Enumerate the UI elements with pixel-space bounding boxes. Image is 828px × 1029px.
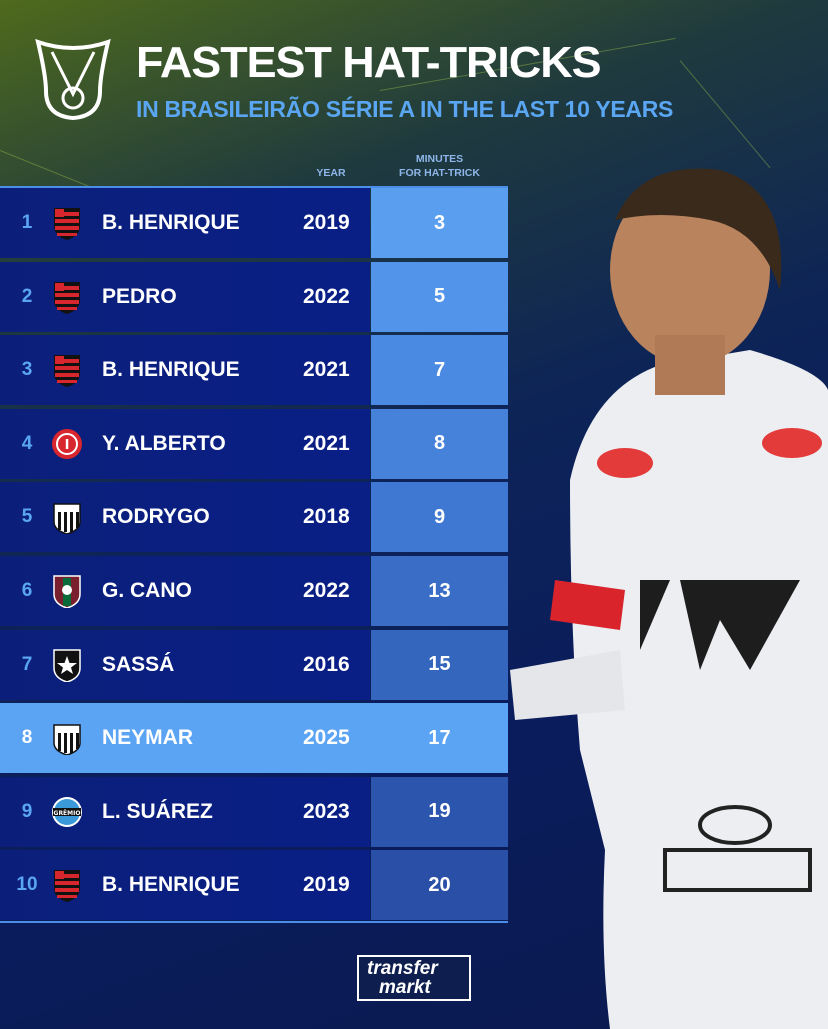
rank: 4 (21, 432, 33, 454)
year: 2023 (303, 799, 350, 823)
player-name: B. HENRIQUE (102, 358, 240, 382)
minutes-cell: 15 (371, 629, 508, 700)
rank: 10 (16, 874, 38, 896)
column-header-minutes-line2: FOR HAT-TRICK (399, 167, 480, 179)
rank: 8 (21, 727, 33, 749)
table-row: 19 9 GRÊMIO L. SUÁREZ 2023 (0, 776, 508, 847)
player-name: L. SUÁREZ (102, 799, 213, 823)
minutes-cell: 3 (371, 188, 508, 258)
flamengo-crest-icon (54, 208, 80, 240)
year: 2019 (303, 873, 350, 897)
table-row: 3 1 B. HENRIQUE 2019 (0, 188, 508, 258)
player-photo (510, 168, 828, 1029)
player-name: B. HENRIQUE (102, 211, 240, 234)
table-row: 8 4 I Y. ALBERTO 2021 (0, 408, 508, 479)
year: 2016 (303, 652, 350, 676)
flamengo-crest-icon (54, 355, 80, 388)
year: 2022 (303, 579, 350, 602)
santos-crest-icon (53, 503, 81, 535)
table-bottom-rule (0, 921, 508, 923)
year: 2022 (303, 284, 350, 308)
year: 2018 (303, 505, 350, 529)
year: 2019 (303, 211, 350, 234)
minutes-cell: 13 (371, 556, 508, 626)
player-name: NEYMAR (102, 726, 194, 750)
gremio-crest-icon: GRÊMIO (52, 796, 82, 827)
botafogo-crest-icon (53, 648, 81, 682)
table-row: 5 2 PEDRO 2022 (0, 261, 508, 332)
brasileirao-trophy-logo (35, 38, 111, 121)
minutes-cell: 8 (371, 408, 508, 479)
table-row: 9 5 RODRYGO 2018 (0, 482, 508, 553)
brand-line1: transfer (367, 958, 438, 979)
flamengo-crest-icon (54, 281, 80, 314)
year: 2025 (303, 726, 350, 750)
page-title: FASTEST HAT-TRICKS (136, 38, 602, 87)
brand-line2: markt (379, 977, 431, 998)
minutes-cell: 5 (371, 261, 508, 332)
rank: 9 (21, 800, 33, 822)
column-header-minutes: MINUTES FOR HAT-TRICK (371, 152, 508, 180)
minutes-cell: 20 (371, 850, 508, 921)
player-name: SASSÁ (102, 652, 175, 676)
transfermarkt-logo: transfer markt (357, 955, 471, 1001)
table-row: 15 7 SASSÁ 2016 (0, 629, 508, 700)
table-row: 20 10 B. HENRIQUE 2019 (0, 850, 508, 921)
svg-text:GRÊMIO: GRÊMIO (54, 809, 81, 817)
minutes-cell: 7 (371, 335, 508, 406)
flamengo-crest-icon (54, 870, 80, 903)
player-name: PEDRO (102, 284, 177, 308)
rank: 5 (21, 506, 33, 528)
rank: 2 (21, 285, 33, 307)
minutes-cell: 17 (371, 703, 508, 774)
minutes-cell: 9 (371, 482, 508, 553)
rank: 6 (21, 580, 33, 601)
santos-crest-icon (53, 724, 81, 756)
table-row: 7 3 B. HENRIQUE 2021 (0, 335, 508, 406)
table-row: 17 8 NEYMAR 2025 (0, 703, 508, 774)
page-subtitle: IN BRASILEIRÃO SÉRIE A IN THE LAST 10 YE… (136, 96, 674, 122)
rank: 7 (21, 653, 33, 675)
rank: 1 (21, 212, 33, 233)
year: 2021 (303, 431, 350, 455)
minutes-cell: 19 (371, 776, 508, 847)
table-top-rule (0, 186, 508, 188)
internacional-crest-icon: I (52, 428, 82, 459)
year: 2021 (303, 358, 350, 382)
column-header-year: YEAR (316, 167, 346, 179)
rank: 3 (21, 359, 33, 381)
player-name: RODRYGO (102, 505, 210, 529)
player-name: G. CANO (102, 579, 192, 602)
fluminense-crest-icon (53, 575, 81, 608)
svg-text:I: I (65, 438, 70, 453)
player-name: B. HENRIQUE (102, 873, 240, 897)
player-name: Y. ALBERTO (102, 431, 226, 455)
column-header-minutes-line1: MINUTES (415, 153, 464, 165)
table-row: 13 6 G. CANO 2022 (0, 556, 508, 626)
